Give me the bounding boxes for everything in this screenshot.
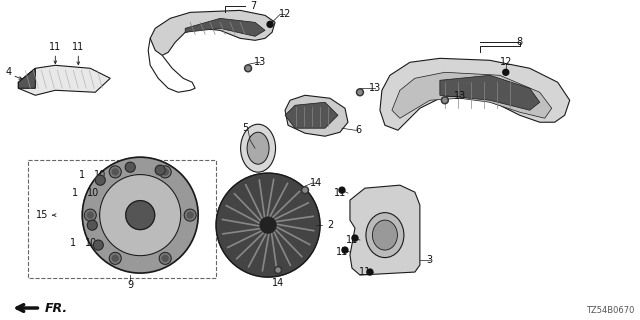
Circle shape: [87, 212, 93, 218]
Text: 8: 8: [516, 37, 523, 47]
Text: 12: 12: [500, 57, 512, 67]
Circle shape: [155, 165, 165, 175]
Polygon shape: [285, 95, 348, 136]
Circle shape: [125, 201, 155, 230]
Circle shape: [276, 268, 280, 272]
Text: TZ54B0670: TZ54B0670: [586, 306, 635, 315]
Circle shape: [162, 169, 168, 175]
Text: 11: 11: [336, 247, 348, 257]
Circle shape: [159, 166, 171, 178]
Circle shape: [159, 252, 171, 264]
Text: 4: 4: [5, 67, 12, 77]
Text: 1: 1: [79, 170, 85, 180]
Circle shape: [184, 209, 196, 221]
Polygon shape: [285, 102, 338, 128]
Text: 3: 3: [427, 255, 433, 265]
Text: 11: 11: [49, 42, 61, 52]
Polygon shape: [19, 65, 110, 95]
Circle shape: [442, 97, 449, 104]
Circle shape: [275, 267, 282, 274]
Polygon shape: [392, 72, 552, 118]
Polygon shape: [350, 185, 420, 275]
Circle shape: [339, 187, 345, 193]
Circle shape: [112, 169, 118, 175]
Circle shape: [216, 173, 320, 277]
Circle shape: [87, 220, 97, 230]
Text: 14: 14: [310, 178, 322, 188]
Text: 11: 11: [346, 235, 358, 245]
Text: 2: 2: [327, 220, 333, 230]
Text: 13: 13: [254, 57, 266, 67]
Circle shape: [100, 175, 180, 256]
Circle shape: [342, 247, 348, 253]
Polygon shape: [185, 18, 265, 36]
Circle shape: [352, 235, 358, 241]
Text: 10: 10: [85, 238, 97, 248]
Circle shape: [93, 240, 103, 250]
Circle shape: [109, 252, 121, 264]
Circle shape: [162, 255, 168, 261]
Circle shape: [358, 90, 362, 94]
Circle shape: [356, 89, 364, 96]
Circle shape: [109, 166, 121, 178]
Circle shape: [367, 269, 373, 275]
Text: 7: 7: [250, 1, 257, 12]
Polygon shape: [19, 68, 35, 88]
Text: 13: 13: [369, 83, 381, 93]
Text: 10: 10: [87, 188, 99, 198]
Circle shape: [95, 175, 105, 185]
Text: 13: 13: [454, 91, 466, 101]
Text: 11: 11: [359, 267, 371, 277]
Bar: [28, 160, 216, 278]
Text: 5: 5: [242, 123, 248, 133]
Polygon shape: [440, 75, 540, 110]
Text: 1: 1: [72, 188, 78, 198]
Ellipse shape: [372, 220, 397, 250]
Circle shape: [84, 209, 96, 221]
Circle shape: [83, 157, 198, 273]
Text: 6: 6: [355, 125, 361, 135]
Ellipse shape: [366, 212, 404, 258]
Circle shape: [187, 212, 193, 218]
Text: 12: 12: [279, 9, 291, 20]
Circle shape: [443, 98, 447, 102]
Text: 10: 10: [94, 170, 106, 180]
Circle shape: [267, 21, 273, 27]
Text: 9: 9: [127, 280, 133, 290]
Text: FR.: FR.: [44, 301, 67, 315]
Text: 11: 11: [334, 188, 346, 198]
Ellipse shape: [247, 132, 269, 164]
Text: 14: 14: [272, 278, 284, 288]
Circle shape: [303, 188, 307, 192]
Circle shape: [260, 217, 276, 233]
Polygon shape: [380, 58, 570, 130]
Circle shape: [503, 69, 509, 75]
Circle shape: [112, 255, 118, 261]
Circle shape: [125, 162, 135, 172]
Circle shape: [246, 66, 250, 70]
Circle shape: [244, 65, 252, 72]
Text: 1: 1: [70, 238, 76, 248]
Ellipse shape: [241, 124, 276, 172]
Text: 11: 11: [72, 42, 84, 52]
Text: 15: 15: [36, 210, 49, 220]
Polygon shape: [150, 10, 275, 55]
Circle shape: [301, 187, 308, 194]
